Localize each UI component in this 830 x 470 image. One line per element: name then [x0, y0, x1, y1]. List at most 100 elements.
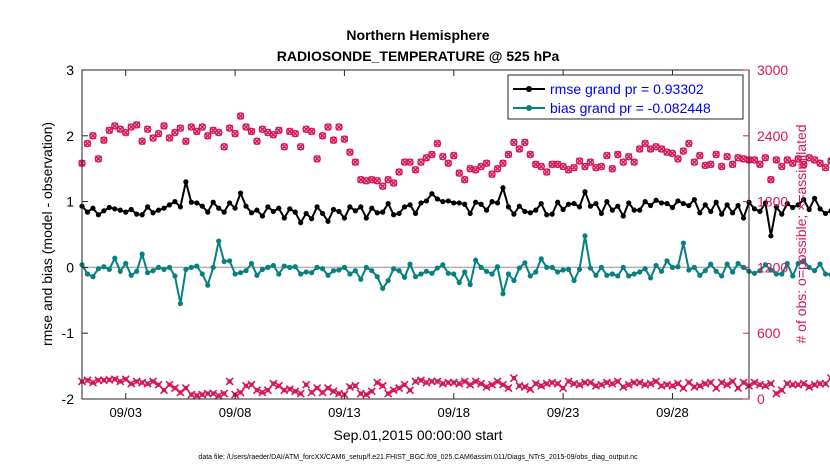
data-point [183, 179, 189, 185]
obs-assimilated-point-cross [537, 381, 546, 390]
data-point [434, 196, 440, 202]
data-point [429, 191, 435, 197]
obs-possible-point [318, 132, 327, 140]
obs-possible-point [696, 151, 704, 160]
data-point [172, 273, 178, 279]
obs-assimilated-point-cross [586, 378, 595, 387]
data-point [423, 198, 430, 204]
plot-frame [81, 69, 750, 400]
data-point [593, 272, 599, 278]
data-point [227, 258, 233, 264]
obs-assimilated-point-cross [477, 379, 486, 388]
data-point [194, 263, 200, 269]
legend: rmse grand pr = 0.93302 bias grand pr = … [507, 74, 744, 120]
obs-possible-point-cross [630, 158, 638, 166]
data-point [445, 270, 451, 276]
data-point [544, 264, 550, 270]
legend-rmse-label: rmse grand pr = 0.93302 [550, 81, 704, 97]
series-3 [77, 374, 830, 400]
obs-possible-point-cross [674, 155, 682, 163]
obs-possible-point [614, 150, 622, 159]
data-point [380, 285, 386, 292]
obs-possible-point-cross [390, 179, 398, 187]
data-point [429, 270, 435, 276]
obs-possible-point [778, 162, 786, 171]
obs-possible-point [329, 136, 338, 144]
data-point [637, 207, 643, 213]
obs-possible-point [455, 169, 463, 177]
y-tick-label-right: 0 [757, 391, 765, 407]
obs-assimilated-point-cross [389, 386, 398, 395]
data-point [401, 204, 408, 210]
obs-assimilated-point-cross [504, 383, 513, 393]
data-point [626, 200, 632, 206]
obs-assimilated-point-cross [416, 376, 426, 385]
obs-possible-point-cross [335, 123, 343, 131]
data-point [418, 200, 424, 206]
obs-possible-point [149, 134, 157, 142]
left-axis-ticks: -2 -1 0 1 2 3 [62, 62, 88, 407]
obs-possible-point-cross [297, 143, 305, 151]
obs-possible-point-cross [827, 157, 830, 165]
data-point [412, 210, 419, 217]
y-tick-label-right: 600 [757, 325, 781, 341]
x-axis-ticks: 09/03 09/08 09/13 09/18 09/23 09/28 [109, 70, 689, 420]
legend-bias-label: bias grand pr = -0.082448 [550, 100, 711, 116]
data-point [516, 265, 522, 271]
data-point [751, 270, 758, 276]
obs-possible-point [586, 158, 595, 166]
data-point [347, 271, 353, 277]
obs-possible-point [389, 179, 398, 187]
data-point [112, 255, 118, 261]
obs-possible-point [788, 159, 797, 167]
data-point [604, 199, 610, 205]
obs-possible-point [203, 132, 212, 140]
data-point [653, 197, 659, 203]
data-point [462, 269, 468, 275]
data-point [237, 190, 244, 196]
data-point [538, 256, 544, 262]
data-point [587, 265, 594, 271]
obs-possible-point-cross [105, 126, 113, 134]
data-point [177, 204, 184, 210]
obs-assimilated-point-cross [766, 379, 775, 388]
obs-possible-point [143, 125, 152, 133]
data-point [254, 272, 260, 278]
data-point [254, 207, 260, 213]
chart-title: Northern Hemisphere [346, 27, 489, 43]
x-tick-label: 09/28 [656, 405, 689, 420]
data-point [724, 261, 730, 267]
data-point [418, 271, 424, 277]
obs-possible-point-cross [324, 123, 332, 131]
obs-assimilated-point-cross [520, 382, 529, 392]
obs-possible-point [630, 158, 638, 166]
data-point [719, 211, 725, 217]
obs-possible-point [515, 145, 524, 153]
obs-assimilated-point-cross [165, 380, 174, 389]
data-point [719, 273, 725, 279]
obs-possible-point-cross [685, 139, 693, 148]
data-point [729, 210, 736, 216]
data-point [347, 204, 353, 210]
obs-possible-point [335, 123, 343, 131]
obs-assimilated-point-cross [597, 380, 606, 389]
data-point [609, 207, 615, 213]
obs-possible-point-cross [373, 177, 381, 185]
obs-possible-point-cross [603, 152, 611, 160]
obs-assimilated-point-cross [395, 383, 404, 393]
obs-possible-point [269, 130, 278, 139]
data-point [642, 199, 648, 205]
obs-possible-point-cross [750, 156, 758, 164]
obs-possible-point-cross [100, 136, 108, 144]
data-point [768, 233, 774, 239]
data-point [303, 269, 309, 275]
data-point [620, 213, 626, 219]
obs-possible-point-cross [778, 162, 786, 171]
data-point [369, 268, 375, 274]
data-point [183, 266, 189, 272]
y-tick-label-left: 1 [66, 194, 74, 210]
obs-possible-point [685, 139, 693, 148]
data-point [691, 264, 697, 270]
obs-possible-point [296, 143, 305, 151]
obs-assimilated-point-cross [466, 380, 475, 389]
